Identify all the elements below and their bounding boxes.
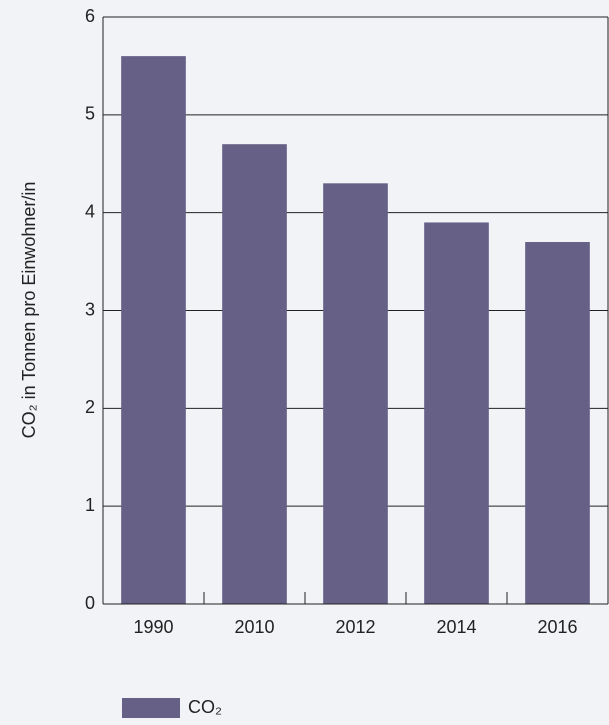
y-tick-label: 5 (85, 104, 95, 124)
y-tick-label: 4 (85, 201, 95, 221)
x-tick-label: 2012 (335, 617, 375, 637)
x-tick-label: 2014 (436, 617, 476, 637)
x-tick-label: 2010 (234, 617, 274, 637)
y-axis-label: CO₂ in Tonnen pro Einwohner/in (19, 182, 39, 439)
x-tick-label: 2016 (537, 617, 577, 637)
bar (424, 222, 489, 604)
y-tick-label: 0 (85, 593, 95, 613)
y-tick-label: 3 (85, 299, 95, 319)
y-tick-label: 6 (85, 6, 95, 26)
legend-swatch (122, 698, 180, 718)
bar (222, 144, 287, 604)
bar (121, 56, 186, 604)
x-tick-label: 1990 (133, 617, 173, 637)
legend-label: CO₂ (188, 697, 222, 717)
bar (323, 183, 388, 605)
y-tick-label: 2 (85, 397, 95, 417)
y-tick-label: 1 (85, 495, 95, 515)
bar (525, 242, 590, 604)
